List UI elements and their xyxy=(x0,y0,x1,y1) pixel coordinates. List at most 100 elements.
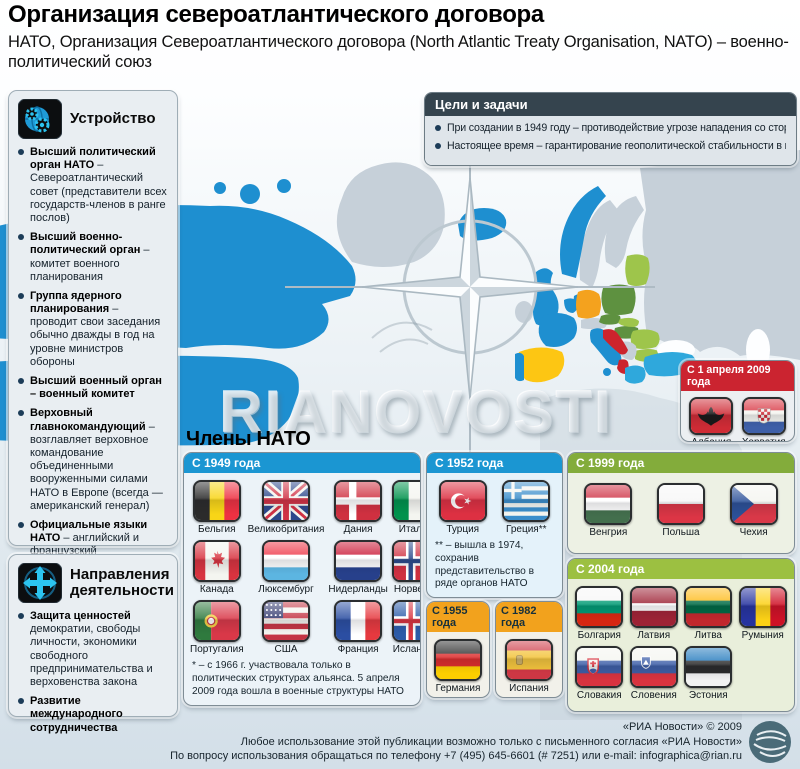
globe-gears-icon xyxy=(18,99,62,139)
member-country: Дания xyxy=(328,480,387,535)
member-country: Чехия xyxy=(719,483,788,538)
structure-item-text: Высший политический орган НАТО – Североа… xyxy=(30,146,167,224)
member-country: Венгрия xyxy=(574,483,643,538)
flag-grid: Албания Хорватия xyxy=(681,391,794,441)
flag-icon-estonia xyxy=(684,646,733,688)
member-country: Литва xyxy=(683,586,734,641)
goals-item-text: Настоящее время – гарантирование геополи… xyxy=(447,139,786,152)
member-country: Норвегия xyxy=(391,540,420,595)
structure-item: Официальные языки НАТО – английский и фр… xyxy=(18,519,168,559)
bullet-dot xyxy=(18,378,24,384)
member-group-1952: С 1952 года Турция Греция** ** – вышла в 19… xyxy=(426,452,563,598)
country-name: Литва xyxy=(694,630,723,641)
directions-item-text: Защита ценностей демократии, свободы лич… xyxy=(30,610,153,688)
flag-icon-czech xyxy=(729,483,778,525)
member-country: Хорватия xyxy=(740,397,789,441)
page-title: Организация североатлантического договор… xyxy=(8,1,544,28)
flag-icon-bulgaria xyxy=(575,586,624,628)
flag-icon-latvia xyxy=(629,586,678,628)
member-country: Исландия xyxy=(391,600,420,655)
member-country: Италия xyxy=(391,480,420,535)
structure-item-text: Высший военно-политический орган – комит… xyxy=(30,231,150,283)
group-year-label: С 1952 года xyxy=(427,453,562,473)
group-year-label: С 1 апреля 2009 года xyxy=(681,361,794,391)
directions-item-text: Развитие международного сотрудничества xyxy=(30,695,123,734)
directions-list: Защита ценностей демократии, свободы лич… xyxy=(18,610,168,735)
flag-icon-albania xyxy=(689,397,734,435)
structure-item-text: Высший военный орган – военный комитет xyxy=(30,375,162,401)
country-name: Эстония xyxy=(688,690,728,701)
member-country: Болгария xyxy=(574,586,625,641)
country-name: Бельгия xyxy=(198,524,236,535)
structure-item: Высший политический орган НАТО – Североа… xyxy=(18,146,168,225)
flag-icon-luxembourg xyxy=(262,540,310,582)
bullet-dot xyxy=(18,149,24,155)
footer: «РИА Новости» © 2009 Любое использование… xyxy=(170,720,742,764)
country-name: Дания xyxy=(343,524,373,535)
country-name: Франция xyxy=(337,644,379,655)
country-name: США xyxy=(274,644,298,655)
flag-icon-norway xyxy=(391,540,420,582)
country-name: Норвегия xyxy=(393,584,420,595)
bullet-dot xyxy=(18,410,24,417)
goals-item: При создании в 1949 году – противодейств… xyxy=(435,122,786,135)
flag-icon-turkey xyxy=(438,480,487,522)
flag-grid: Болгария Латвия Литва Румыния Словакия Словен… xyxy=(568,579,794,704)
page-header: Организация североатлантического договор… xyxy=(8,1,794,72)
country-name: Болгария xyxy=(577,630,621,641)
group-footnote: ** – вышла в 1974, сохранив представител… xyxy=(435,540,535,590)
country-name: Хорватия xyxy=(742,437,786,441)
flag-icon-france xyxy=(334,600,383,642)
flag-icon-lithuania xyxy=(684,586,733,628)
member-country: Словения xyxy=(629,646,680,701)
country-name: Румыния xyxy=(741,630,784,641)
flag-icon-poland xyxy=(656,483,705,525)
structure-item-text: Официальные языки НАТО – английский и фр… xyxy=(30,518,148,558)
copyright: «РИА Новости» © 2009 xyxy=(622,721,742,734)
directions-panel: Направления деятельности Защита ценносте… xyxy=(8,554,178,734)
flag-icon-croatia xyxy=(741,397,786,435)
directions-title: Направления деятельности xyxy=(70,565,174,599)
flag-icon-romania xyxy=(738,586,787,628)
directions-item: Развитие международного сотрудничества xyxy=(18,695,168,735)
flag-icon-usa xyxy=(262,600,310,642)
member-country: Нидерланды xyxy=(328,540,388,595)
member-country: Франция xyxy=(328,600,387,655)
country-name: Словакия xyxy=(576,690,622,701)
flag-icon-spain xyxy=(505,639,553,681)
country-name: Турция xyxy=(446,524,480,535)
group-year-label: С 1982 года xyxy=(496,602,562,632)
bullet-dot xyxy=(435,125,441,131)
flag-icon-italy xyxy=(391,480,420,522)
goals-panel: Цели и задачи При создании в 1949 году –… xyxy=(424,92,797,167)
usage-notice: Любое использование этой публикации возм… xyxy=(240,735,742,748)
country-name: Великобритания xyxy=(247,524,325,535)
directions-item: Защита ценностей демократии, свободы лич… xyxy=(18,610,168,689)
flag-icon-greece xyxy=(502,480,551,522)
member-country: Румыния xyxy=(738,586,789,641)
member-country: Испания xyxy=(502,639,556,694)
flag-grid: Германия xyxy=(427,632,489,697)
group-footnote: * – с 1966 г. участвовала только в полит… xyxy=(192,660,404,697)
structure-item-text: Верховный главнокомандующий – возглавляе… xyxy=(30,407,163,512)
country-name: Канада xyxy=(199,584,234,595)
bullet-dot xyxy=(435,142,441,149)
country-name: Словения xyxy=(630,690,677,701)
member-country: Канада xyxy=(190,540,244,595)
member-group-2009: С 1 апреля 2009 года Албания Хорватия xyxy=(680,360,795,442)
country-name: Нидерланды xyxy=(328,584,388,595)
member-group-1949: С 1949 года Бельгия Великобритания Дания Ита… xyxy=(183,452,421,706)
flag-icon-canada xyxy=(192,540,241,582)
bullet-dot xyxy=(18,234,24,241)
structure-title: Устройство xyxy=(70,109,156,127)
members-heading: Члены НАТО xyxy=(186,428,311,450)
group-year-label: С 1999 года xyxy=(568,453,794,473)
member-country: США xyxy=(248,600,325,655)
contact-info: По вопросу использования обращаться по т… xyxy=(170,750,742,763)
country-name: Исландия xyxy=(392,644,420,655)
member-country: Люксембург xyxy=(248,540,325,595)
member-country: Польша xyxy=(647,483,716,538)
member-country: Великобритания xyxy=(247,480,325,535)
flag-icon-belgium xyxy=(192,480,241,522)
structure-item: Высший военный орган – военный комитет xyxy=(18,375,168,401)
